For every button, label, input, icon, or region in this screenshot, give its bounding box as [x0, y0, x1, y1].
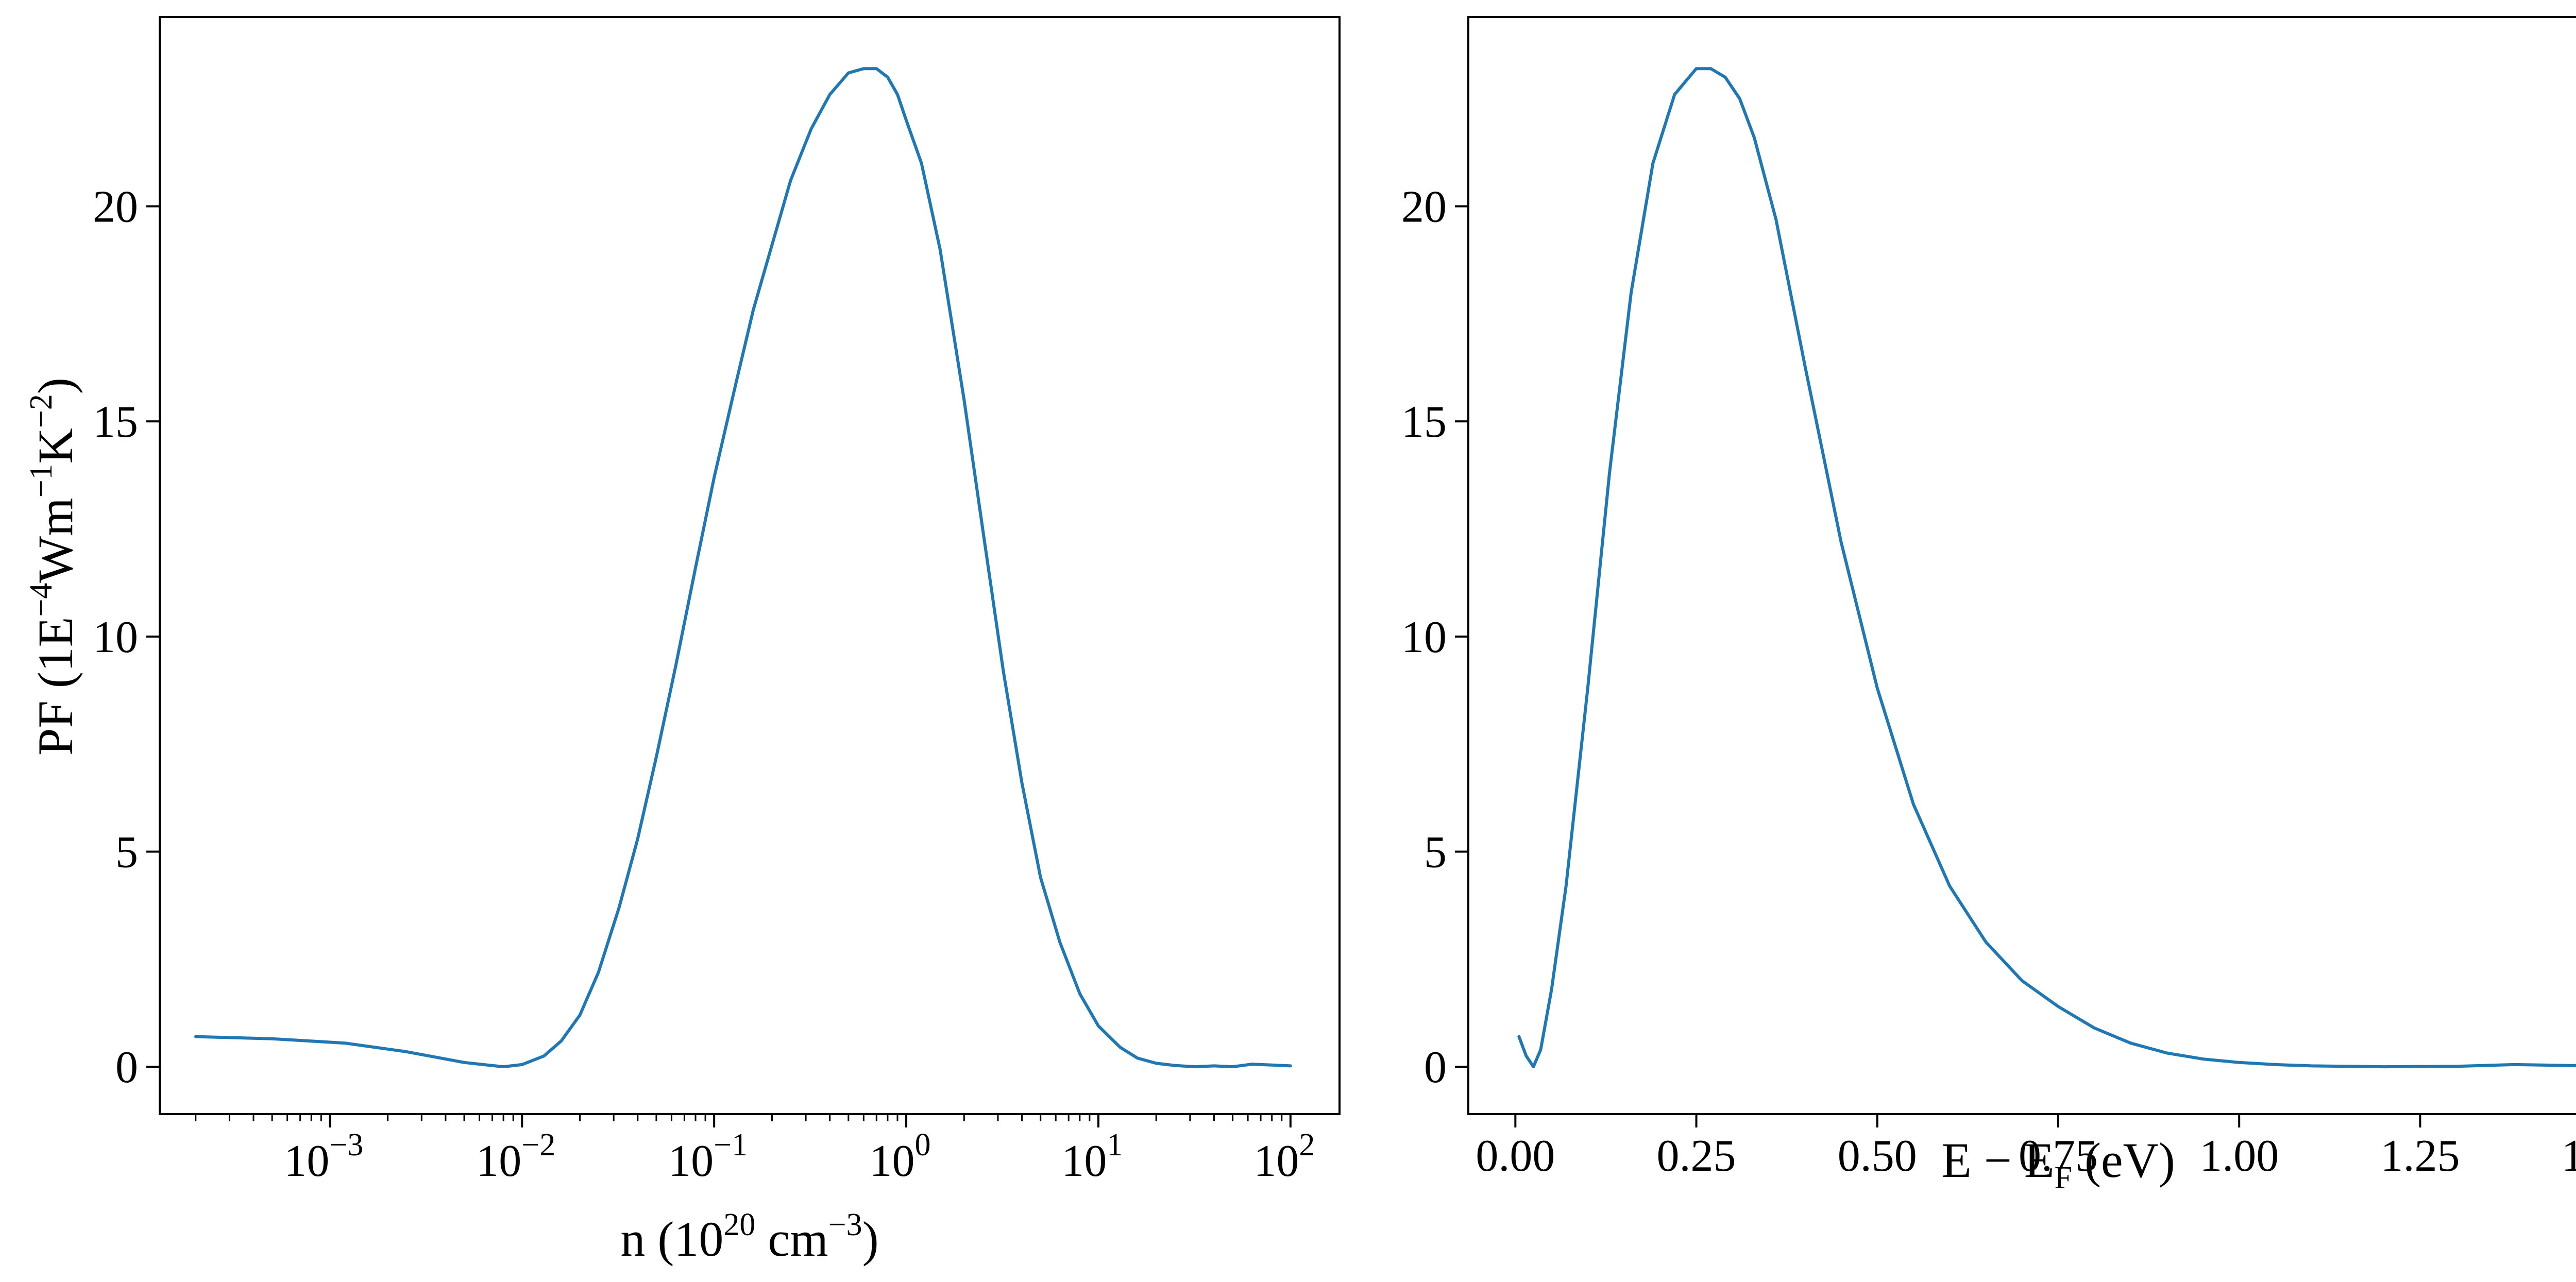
left-x-minor-ticks: [195, 1114, 1283, 1121]
x-tick-label: 0.00: [1476, 1131, 1555, 1181]
series-line: [194, 67, 1292, 1069]
y-tick-label: 10: [1401, 612, 1447, 662]
right-chart-panel: 0 5 10 15 20 0.00 0.25 0.50 0.75 1.00 1.25 1.50 E …: [1401, 16, 2576, 1195]
left-y-axis-label: PF (1E−4Wm−1K−2): [24, 378, 83, 756]
x-tick-label: 101: [1061, 1127, 1123, 1186]
right-series-group: [1517, 67, 2576, 1069]
x-tick-label: 1.00: [2199, 1131, 2279, 1181]
y-tick-label: 20: [1401, 182, 1447, 232]
x-tick-label: 1.50: [2562, 1131, 2576, 1181]
y-tick-label: 0: [1424, 1042, 1447, 1092]
series-line: [1517, 67, 2576, 1069]
y-tick-label: 5: [1424, 827, 1447, 877]
left-y-ticks: 0 5 10 15 20: [93, 182, 160, 1092]
left-plot-frame: [159, 16, 1341, 1115]
y-tick-label: 20: [93, 182, 138, 232]
y-tick-label: 15: [1401, 397, 1447, 447]
x-tick-label: 10−3: [284, 1127, 363, 1186]
x-tick-label: 10−1: [668, 1127, 748, 1186]
right-y-ticks: 0 5 10 15 20: [1401, 182, 1468, 1092]
y-tick-label: 15: [93, 397, 138, 447]
y-tick-label: 0: [115, 1042, 138, 1092]
x-tick-label: 0.50: [1838, 1131, 1917, 1181]
right-x-ticks: 0.00 0.25 0.50 0.75 1.00 1.25 1.50: [1476, 1114, 2576, 1181]
left-x-axis-label: n (1020 cm−3): [620, 1207, 878, 1267]
y-tick-label: 10: [93, 612, 138, 662]
left-x-ticks: 10−3 10−2 10−1 100 101 102: [284, 1114, 1315, 1186]
x-tick-label: 100: [870, 1127, 931, 1186]
x-tick-label: 10−2: [476, 1127, 555, 1186]
right-x-axis-label: E − EF (eV): [1941, 1133, 2175, 1195]
y-tick-label: 5: [115, 827, 138, 877]
x-tick-label: 0.75: [2019, 1131, 2098, 1181]
left-series-group: [194, 67, 1292, 1069]
x-tick-label: 102: [1253, 1127, 1315, 1186]
x-tick-label: 0.25: [1657, 1131, 1736, 1181]
x-tick-label: 1.25: [2380, 1131, 2460, 1181]
left-chart-panel: 0 5 10 15 20 10−3 10−2 10−1 100 101 102 PF (1E−4W…: [24, 16, 1341, 1267]
